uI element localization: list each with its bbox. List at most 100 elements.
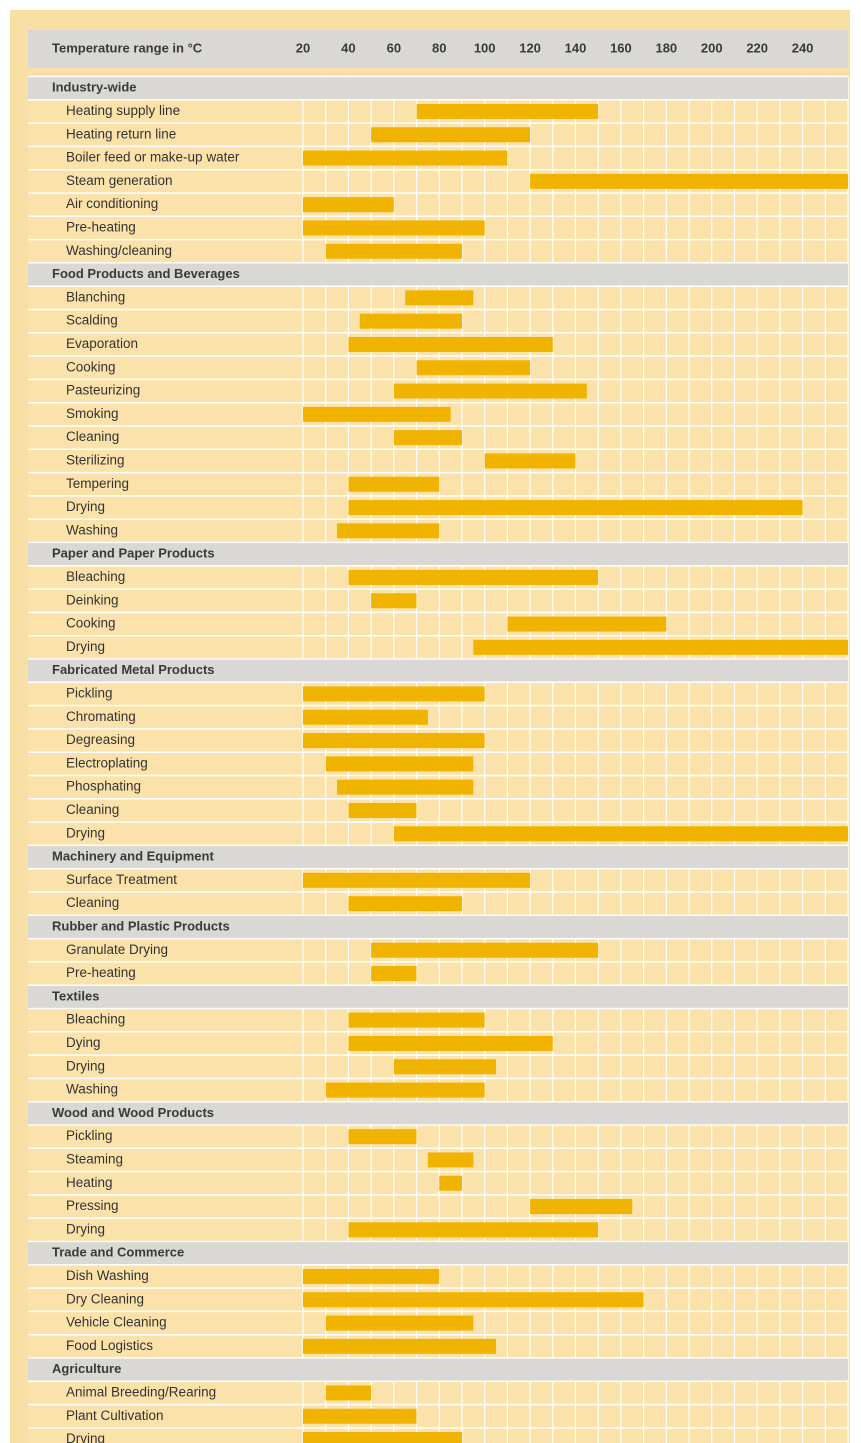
bar — [325, 1315, 474, 1331]
bar — [348, 500, 803, 516]
group-band — [28, 986, 848, 1008]
bar — [371, 966, 417, 982]
row-label: Drying — [66, 639, 105, 654]
row-band — [28, 1171, 848, 1195]
bar — [348, 1012, 485, 1028]
row-label: Blanching — [66, 289, 125, 304]
row-label: Pre-heating — [66, 220, 136, 235]
row-band — [28, 449, 848, 473]
bar — [393, 826, 848, 842]
bar — [303, 733, 485, 749]
bar — [337, 523, 440, 539]
row-band — [28, 798, 848, 823]
group-label: Agriculture — [52, 1361, 121, 1376]
header-band — [28, 30, 848, 68]
group-label: Food Products and Beverages — [52, 266, 240, 281]
row-band — [28, 589, 848, 613]
row-label: Drying — [66, 825, 105, 840]
bar — [371, 942, 599, 958]
row-label: Pickling — [66, 1128, 113, 1143]
row-label: Washing — [66, 1082, 118, 1097]
bar — [507, 616, 667, 632]
row-label: Cooking — [66, 616, 116, 631]
bar — [303, 1292, 644, 1308]
bar — [325, 1082, 485, 1098]
x-tick-label: 120 — [519, 40, 541, 55]
bar — [303, 1432, 462, 1443]
row-label: Sterilizing — [66, 453, 125, 468]
x-tick-label: 180 — [655, 40, 677, 55]
x-tick-label: 220 — [746, 40, 768, 55]
bar — [405, 290, 474, 306]
bar — [427, 1152, 474, 1168]
bar — [325, 756, 474, 772]
group-label: Rubber and Plastic Products — [52, 918, 230, 933]
row-label: Phosphating — [66, 779, 141, 794]
row-label: Tempering — [66, 476, 129, 491]
bar — [325, 1385, 372, 1401]
group-band — [28, 77, 848, 99]
x-tick-label: 200 — [701, 40, 723, 55]
row-band — [28, 1381, 848, 1405]
bar — [303, 1338, 497, 1354]
bar — [348, 1129, 417, 1145]
row-label: Bleaching — [66, 1012, 125, 1027]
bar — [303, 220, 485, 236]
bar — [303, 872, 531, 888]
row-label: Drying — [66, 499, 105, 514]
row-label: Drying — [66, 1058, 105, 1073]
row-band — [28, 961, 848, 986]
bar — [393, 1059, 497, 1075]
group-label: Fabricated Metal Products — [52, 662, 215, 677]
row-label: Dying — [66, 1035, 101, 1050]
bar — [348, 896, 462, 912]
row-label: Pasteurizing — [66, 383, 140, 398]
bar — [348, 1222, 599, 1238]
x-tick-label: 80 — [432, 40, 446, 55]
x-axis-label: Temperature range in °C — [52, 40, 203, 55]
group-label: Wood and Wood Products — [52, 1105, 214, 1120]
bar — [348, 569, 599, 585]
row-label: Washing/cleaning — [66, 243, 172, 258]
row-label: Cleaning — [66, 429, 119, 444]
row-label: Cleaning — [66, 802, 119, 817]
bar — [348, 1035, 553, 1051]
bar — [303, 686, 485, 702]
x-tick-label: 140 — [565, 40, 587, 55]
row-label: Dry Cleaning — [66, 1291, 144, 1306]
row-band — [28, 705, 848, 729]
row-label: Plant Cultivation — [66, 1408, 164, 1423]
row-label: Heating return line — [66, 126, 176, 141]
x-tick-label: 100 — [474, 40, 496, 55]
row-label: Electroplating — [66, 755, 148, 770]
row-label: Heating — [66, 1175, 113, 1190]
x-tick-label: 40 — [341, 40, 355, 55]
group-band — [28, 263, 848, 286]
row-label: Cleaning — [66, 895, 119, 910]
row-label: Deinking — [66, 592, 119, 607]
bar — [393, 430, 462, 446]
group-label: Paper and Paper Products — [52, 546, 215, 561]
group-band — [28, 659, 848, 682]
row-label: Surface Treatment — [66, 872, 177, 887]
x-tick-label: 20 — [296, 40, 310, 55]
bar — [303, 150, 508, 166]
bar — [473, 639, 848, 655]
bar — [303, 406, 451, 422]
row-label: Air conditioning — [66, 196, 158, 211]
bar — [303, 197, 394, 213]
row-band — [28, 193, 848, 217]
bar — [484, 453, 576, 469]
group-label: Textiles — [52, 988, 99, 1003]
row-label: Granulate Drying — [66, 942, 168, 957]
row-label: Scalding — [66, 313, 118, 328]
bar — [337, 779, 474, 795]
row-label: Cooking — [66, 359, 116, 374]
bar — [325, 243, 462, 259]
group-band — [28, 1102, 848, 1125]
row-label: Vehicle Cleaning — [66, 1315, 167, 1330]
x-tick-label: 240 — [792, 40, 814, 55]
row-band — [28, 612, 848, 636]
row-label: Drying — [66, 1221, 105, 1236]
